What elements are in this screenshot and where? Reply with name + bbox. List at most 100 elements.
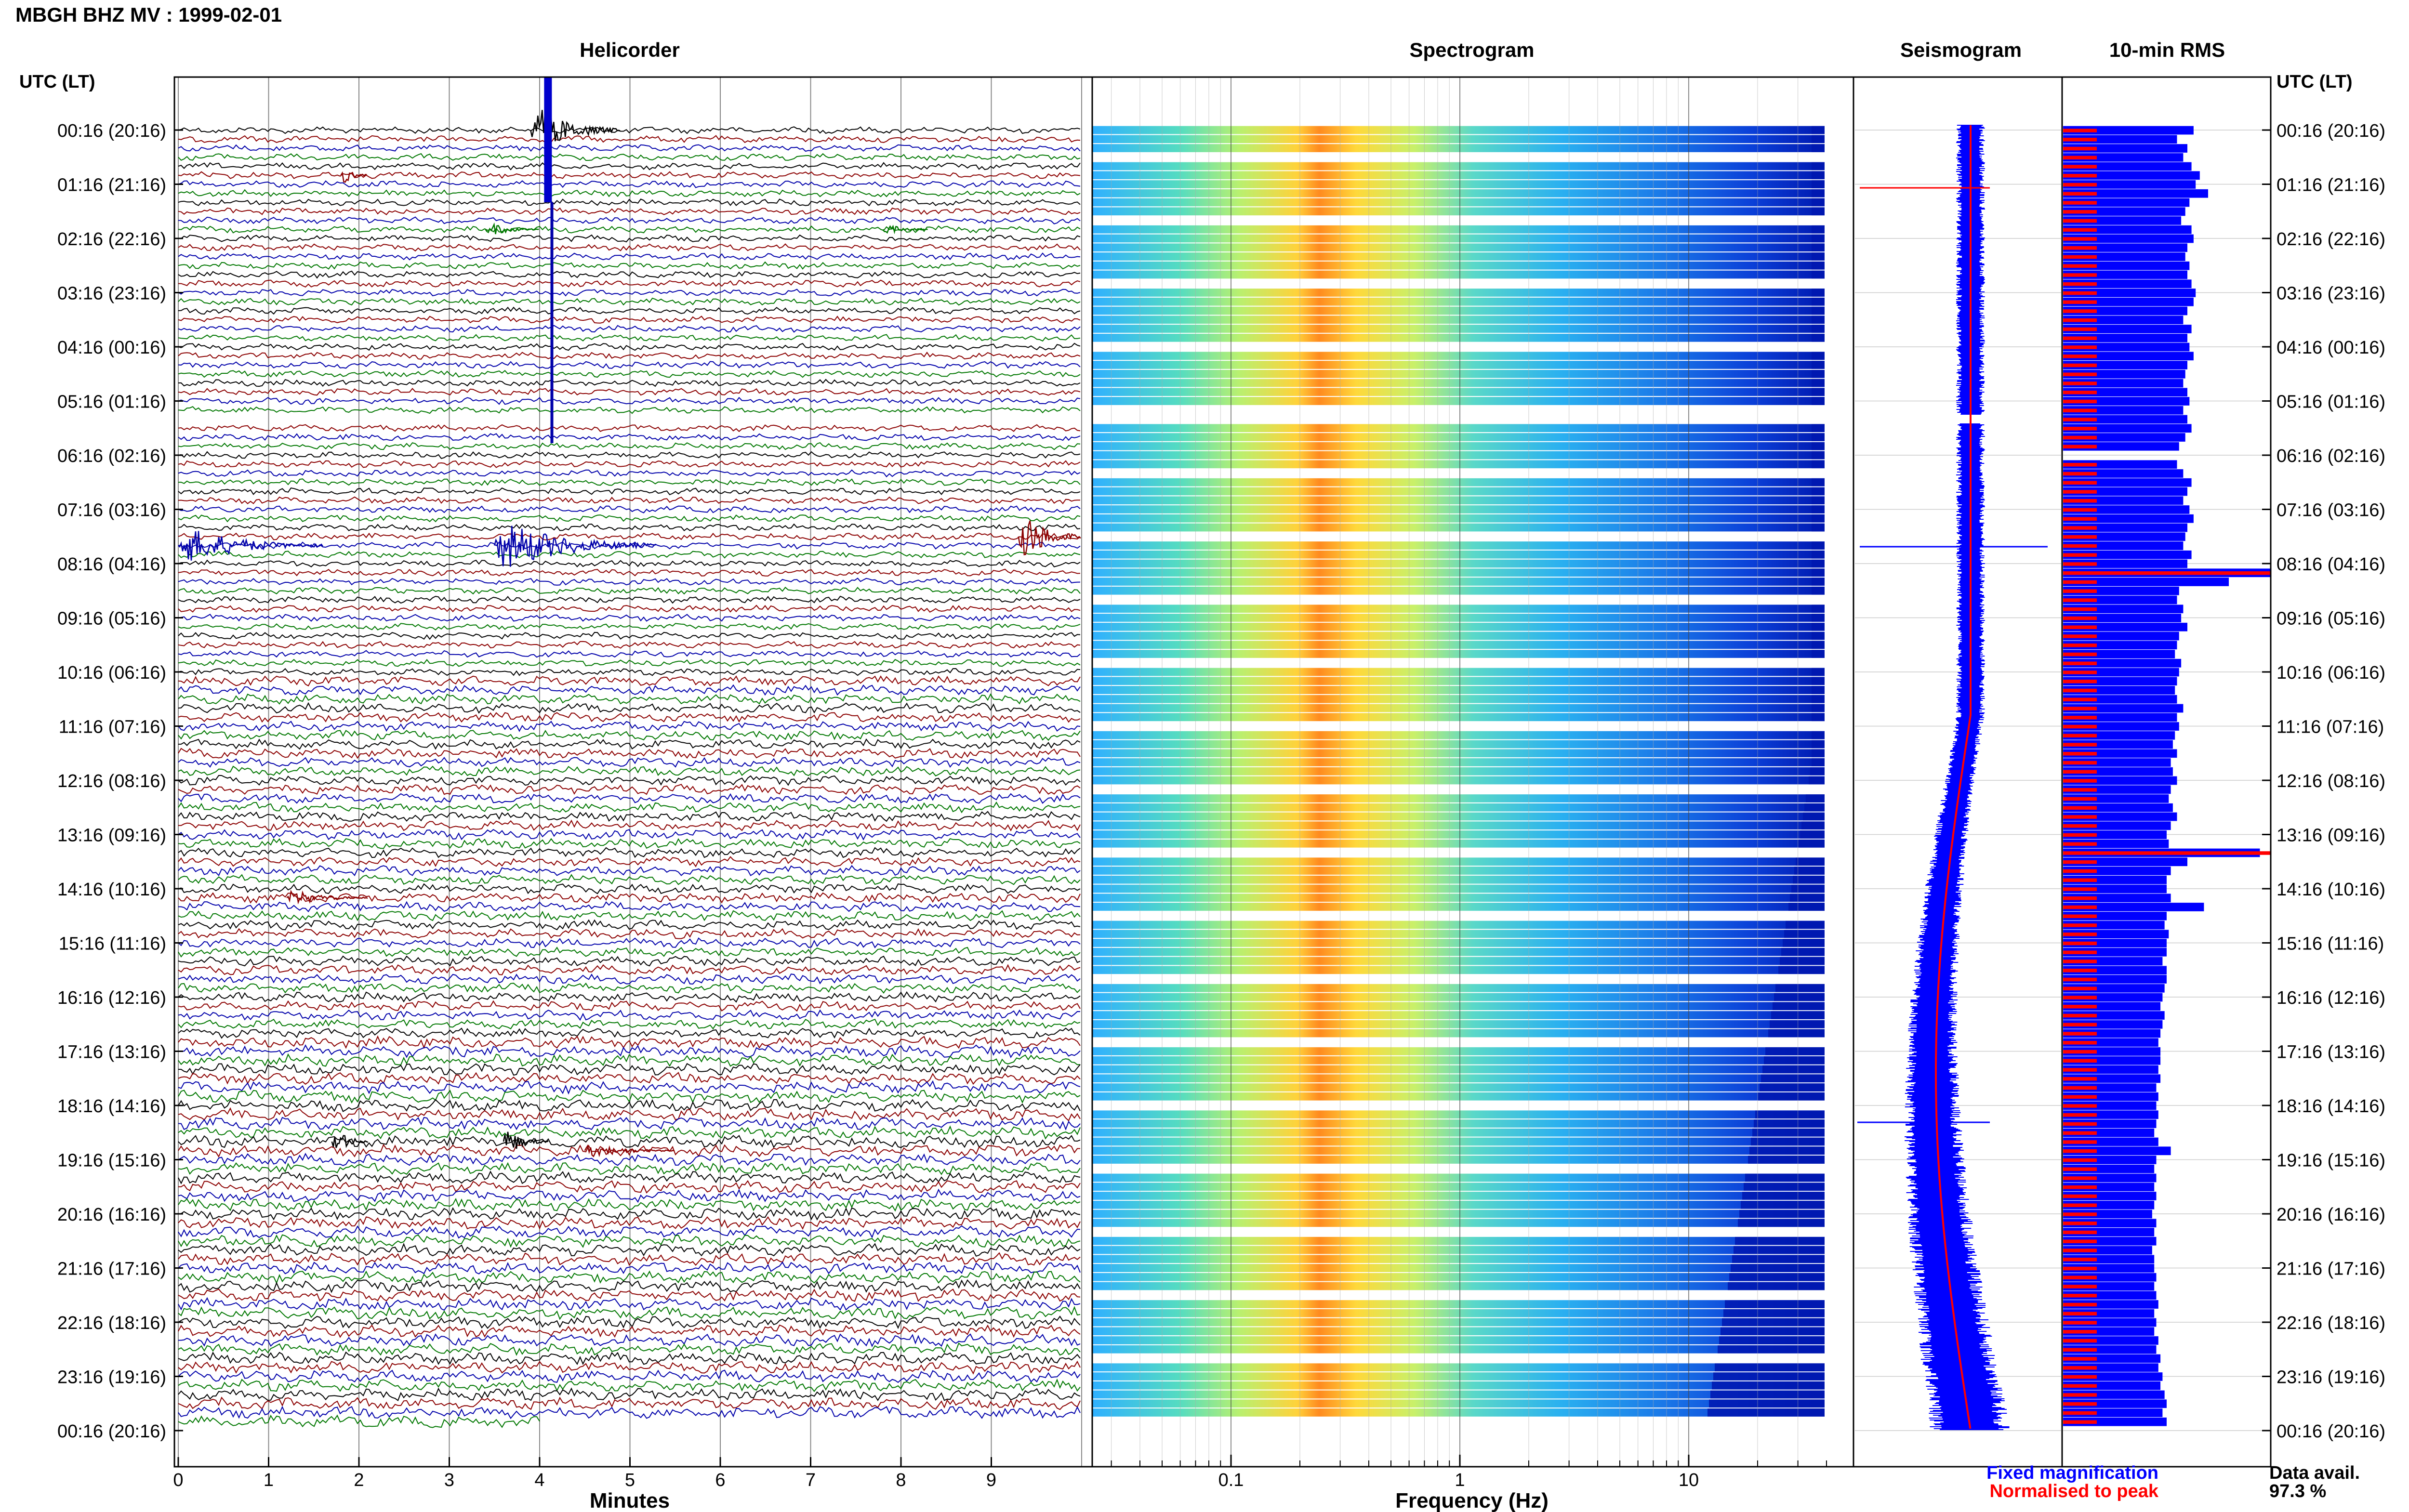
spectrogram-row — [1092, 930, 1825, 938]
spectrogram-highfreq — [1803, 812, 1825, 821]
spectrogram-row — [1092, 776, 1825, 785]
seismogram-panel — [1855, 125, 2061, 1431]
helicorder-trace — [178, 433, 1081, 441]
helicorder-trace — [178, 587, 1081, 595]
rms-frame — [2061, 76, 2272, 1468]
time-tick-label-left: 06:16 (02:16) — [57, 446, 166, 466]
helicorder-trace — [178, 234, 1081, 243]
spectrogram-row — [1092, 487, 1825, 496]
helicorder-trace — [178, 578, 1081, 586]
helicorder-trace — [178, 865, 1081, 877]
rms-bar-normalised — [2063, 1348, 2097, 1352]
time-tick-label-left: 18:16 (14:16) — [57, 1096, 166, 1117]
rms-bar-fixed — [2063, 713, 2177, 722]
rms-bar-normalised — [2063, 165, 2097, 169]
helicorder-trace — [178, 928, 1081, 939]
spectrogram-row — [1092, 523, 1825, 532]
rms-bar-normalised — [2063, 399, 2097, 404]
spectrogram-row — [1092, 1399, 1825, 1408]
rms-bar-normalised — [2063, 1023, 2097, 1026]
rms-bar-normalised — [2063, 734, 2097, 737]
helicorder-trace — [178, 225, 1081, 234]
spectrogram-row — [1092, 1318, 1825, 1327]
spectrogram-row — [1092, 641, 1825, 649]
helicorder-trace — [178, 162, 1081, 171]
spectrogram-highfreq — [1709, 1399, 1825, 1408]
time-ticks-right: 00:16 (20:16) 01:16 (21:16) 02:16 (22:16) 0… — [2262, 121, 2385, 1442]
rms-bar-fixed — [2063, 947, 2167, 957]
spectrogram-row — [1092, 1255, 1825, 1263]
rms-bar-normalised — [2063, 1185, 2097, 1189]
spectrogram-row — [1092, 677, 1825, 685]
time-tick-label-left: 11:16 (07:16) — [59, 717, 166, 737]
rms-bar-normalised — [2063, 391, 2097, 394]
rms-bar-fixed — [2063, 424, 2192, 433]
spectrogram-row — [1092, 749, 1825, 758]
spectrogram-row — [1092, 1056, 1825, 1065]
spectrogram-highfreq — [1749, 1146, 1825, 1155]
spectrogram-highfreq — [1812, 704, 1825, 712]
spectrogram-row — [1092, 198, 1825, 207]
helicorder-trace — [178, 658, 1081, 667]
time-tick-label-left: 22:16 (18:16) — [57, 1313, 166, 1333]
spectrogram-highfreq — [1800, 830, 1825, 839]
rms-bar-normalised — [2063, 345, 2097, 349]
spectrogram-highfreq — [1786, 920, 1825, 929]
time-tick-label-right: 17:16 (13:16) — [2277, 1042, 2385, 1063]
time-tick-label-right: 20:16 (16:16) — [2277, 1205, 2385, 1225]
rms-bar-fixed — [2063, 144, 2187, 153]
helicorder-trace — [178, 1170, 1081, 1184]
spectrogram-row — [1092, 984, 1825, 992]
helicorder-trace — [178, 1099, 1081, 1112]
spectrogram-highfreq — [1738, 1219, 1825, 1227]
rms-bar-normalised — [2063, 878, 2097, 882]
helicorder-trace — [178, 1378, 1081, 1393]
rms-bar-fixed — [2063, 776, 2177, 785]
helicorder-trace — [178, 550, 1081, 559]
helicorder-trace — [178, 451, 1081, 459]
rms-bar-normalised — [2063, 138, 2097, 142]
rms-bar-normalised — [2063, 1230, 2097, 1235]
spectrogram-gap-row — [1092, 785, 1825, 794]
spectrogram-highfreq — [1773, 1002, 1825, 1011]
rms-bar-fixed — [2063, 306, 2187, 316]
spectrogram-row — [1092, 460, 1825, 469]
spectrogram-highfreq — [1775, 984, 1825, 992]
spectrogram-gap-row — [1092, 658, 1825, 667]
spectrogram-highfreq — [1788, 903, 1825, 911]
rms-bar-fixed — [2063, 225, 2192, 234]
rms-bar-fixed — [2063, 216, 2182, 225]
spectrogram-row — [1092, 1074, 1825, 1083]
spectrogram-row — [1092, 830, 1825, 839]
spectrogram-row — [1092, 1309, 1825, 1317]
spectrogram-row — [1092, 568, 1825, 577]
spectrogram-row — [1092, 1246, 1825, 1254]
rms-bar-normalised — [2063, 508, 2097, 512]
time-tick-label-right: 09:16 (05:16) — [2277, 609, 2385, 629]
spectrogram-row — [1092, 605, 1825, 613]
spectrogram-row — [1092, 1119, 1825, 1128]
rms-bar-fixed — [2063, 1327, 2155, 1336]
helicorder-trace — [178, 153, 1081, 161]
rms-bar-normalised — [2063, 986, 2097, 990]
rms-bar-fixed — [2063, 162, 2192, 171]
helicorder-trace — [178, 1342, 1081, 1356]
rms-bar-fixed — [2063, 704, 2184, 713]
rms-bar-normalised — [2063, 1239, 2097, 1243]
rms-bar-fixed — [2063, 433, 2185, 442]
helicorder-event — [178, 531, 323, 561]
rms-bar-normalised — [2063, 680, 2097, 684]
rms-bar-fixed — [2063, 297, 2194, 306]
rms-bar-fixed — [2063, 1137, 2158, 1146]
helicorder-trace — [178, 775, 1081, 786]
rms-bar-normalised — [2063, 869, 2097, 873]
rms-bar-normalised — [2063, 408, 2097, 412]
rms-bar-normalised — [2063, 544, 2097, 548]
time-tick-label-right: 13:16 (09:16) — [2277, 826, 2385, 846]
spectrogram-highfreq — [1812, 442, 1825, 450]
rms-bar-fixed — [2063, 1183, 2155, 1192]
rms-bar-normalised — [2063, 1041, 2097, 1045]
spectrogram-gap-row — [1092, 1164, 1825, 1173]
rms-bar-normalised — [2063, 372, 2097, 376]
spectrogram-highfreq — [1754, 1119, 1825, 1128]
